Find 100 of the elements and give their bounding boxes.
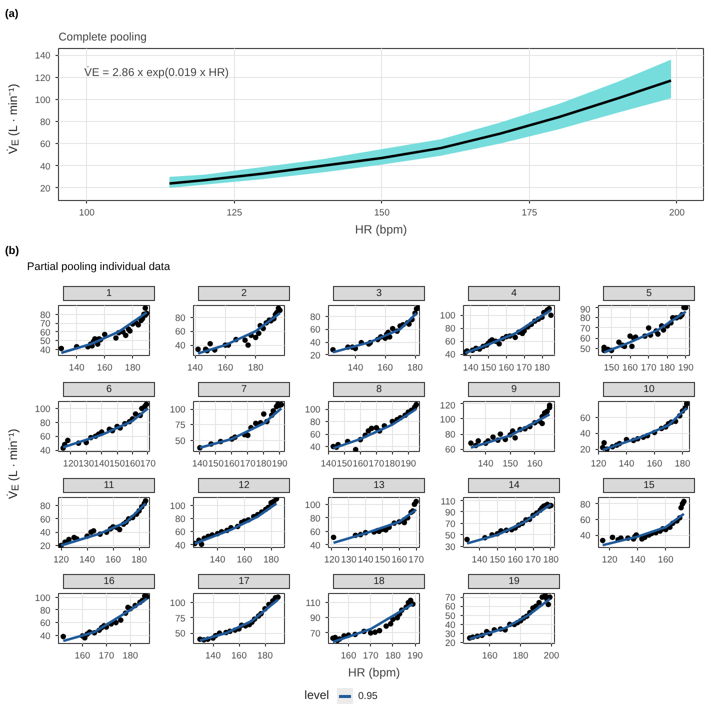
- x-tick-label: 170: [240, 458, 256, 468]
- y-tick-label: 70: [580, 323, 591, 334]
- x-tick-label: 190: [678, 362, 694, 372]
- y-tick-label: 120: [34, 72, 51, 83]
- x-tick-label: 180: [122, 650, 138, 660]
- y-tick-label: 80: [40, 501, 51, 511]
- x-tick-label: 120: [324, 554, 340, 564]
- x-tick-label: 150: [480, 362, 496, 372]
- y-tick-label: 40: [580, 530, 591, 540]
- legend-title: level: [304, 688, 330, 702]
- chart-title: 5: [603, 286, 695, 301]
- x-tick-label: 180: [263, 554, 279, 564]
- y-tick-label: 40: [580, 428, 591, 439]
- x-tick-label: 170: [525, 554, 541, 564]
- x-tick-label: 160: [482, 650, 498, 660]
- y-tick-label: 80: [580, 499, 591, 510]
- y-tick-label: 80: [310, 513, 321, 524]
- y-tick-label: 60: [40, 432, 51, 442]
- chart-title: 2: [198, 286, 290, 301]
- x-tick-label: 120: [590, 458, 606, 468]
- chart-title: 10: [603, 382, 695, 397]
- y-tick-label: 40: [310, 442, 321, 452]
- x-tick-label: 175: [522, 208, 538, 218]
- y-tick-label: 60: [580, 412, 591, 423]
- chart-title: 14: [468, 478, 560, 493]
- y-tick-label: 80: [40, 310, 51, 320]
- y-tick-label: 110: [306, 598, 321, 608]
- y-tick-label: 120: [440, 400, 456, 410]
- x-tick-label: 180: [407, 362, 423, 372]
- x-tick-label: 140: [472, 554, 488, 564]
- y-tick-label: 60: [310, 430, 321, 440]
- x-tick-label: 140: [462, 362, 478, 372]
- y-tick-label: 60: [175, 527, 186, 538]
- x-tick-label: 180: [385, 650, 401, 660]
- x-tick-label: 170: [408, 554, 424, 564]
- y-tick-label: 20: [445, 638, 456, 648]
- y-tick-label: 50: [175, 436, 186, 446]
- chart-title: 13: [333, 478, 425, 493]
- chart-title: 12: [198, 478, 290, 493]
- chart-title: 11: [63, 478, 155, 493]
- y-tick-label: 20: [580, 444, 591, 455]
- chart-title: 3: [333, 286, 425, 301]
- x-tick-label: 120: [63, 458, 79, 468]
- y-tick-label: 60: [445, 444, 456, 455]
- x-tick-label: 150: [109, 458, 125, 468]
- y-tick-label: 100: [304, 404, 321, 414]
- x-tick-label: 140: [358, 554, 374, 564]
- y-tick-label: 80: [40, 418, 51, 428]
- y-tick-label: 80: [445, 324, 456, 334]
- x-tick-label: 200: [544, 650, 560, 660]
- x-tick-label: 160: [124, 458, 140, 468]
- x-tick-label: 140: [192, 458, 208, 468]
- x-axis-title: HR (bpm): [348, 666, 400, 680]
- x-tick-label: 180: [384, 458, 400, 468]
- x-tick-label: 160: [236, 554, 252, 564]
- y-tick-label: 80: [580, 313, 591, 324]
- y-tick-label: 110: [440, 496, 456, 506]
- y-tick-label: 80: [175, 514, 186, 524]
- annotation: V̇E = 2.86 x exp(0.019 x HR): [84, 66, 230, 79]
- x-tick-label: 180: [257, 650, 273, 660]
- x-tick-label: 160: [391, 554, 408, 564]
- x-tick-label: 125: [226, 208, 242, 218]
- x-tick-label: 150: [490, 554, 506, 564]
- y-tick-label: 20: [40, 541, 51, 551]
- y-tick-label: 100: [170, 404, 186, 414]
- x-tick-label: 190: [272, 458, 288, 468]
- x-tick-label: 180: [534, 362, 550, 372]
- y-tick-label: 70: [40, 318, 51, 329]
- chart-subtitle: Partial pooling individual data: [27, 260, 170, 273]
- y-tick-label: 70: [445, 592, 456, 603]
- chart-title: 7: [198, 382, 290, 397]
- y-tick-label: 80: [310, 312, 321, 322]
- x-tick-label: 170: [368, 458, 384, 468]
- x-tick-label: 140: [210, 554, 226, 564]
- x-tick-label: 160: [377, 362, 393, 372]
- y-tick-label: 100: [440, 310, 456, 321]
- x-tick-label: 140: [205, 650, 221, 660]
- x-tick-label: 140: [79, 554, 95, 564]
- chart-title: 18: [333, 574, 425, 589]
- legend-label: 0.95: [358, 691, 378, 702]
- y-tick-label: 100: [170, 500, 186, 511]
- x-tick-label: 140: [618, 458, 634, 468]
- chart-title: 6: [63, 382, 155, 397]
- x-tick-label: 160: [658, 554, 674, 564]
- y-tick-label: 80: [175, 312, 186, 323]
- x-tick-label: 150: [374, 554, 390, 564]
- y-tick-label: 20: [310, 350, 321, 360]
- y-tick-label: 40: [40, 446, 51, 456]
- x-tick-label: 150: [374, 208, 390, 218]
- x-tick-label: 140: [94, 458, 110, 468]
- text: (b): [5, 245, 20, 257]
- y-tick-label: 100: [440, 414, 456, 424]
- x-tick-label: 170: [98, 650, 114, 660]
- text: (a): [5, 8, 18, 20]
- chart-title: 8: [333, 382, 425, 397]
- y-tick-label: 70: [310, 628, 321, 638]
- y-tick-label: 100: [34, 592, 51, 603]
- y-tick-label: 90: [445, 507, 456, 518]
- y-tick-label: 80: [40, 117, 51, 128]
- y-tick-label: 60: [310, 526, 321, 537]
